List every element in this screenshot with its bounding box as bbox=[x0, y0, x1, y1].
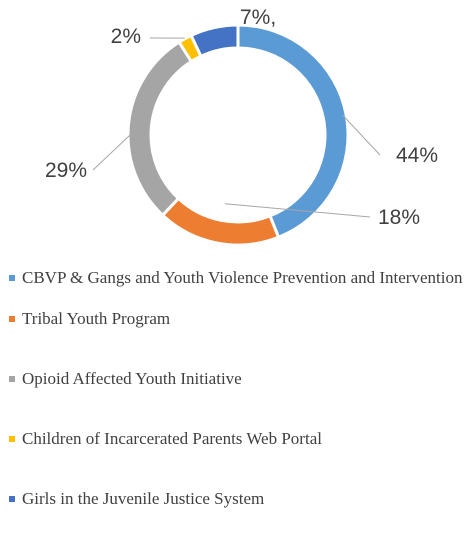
data-labels: 44% 18% 29% 2% 7%, bbox=[45, 6, 438, 229]
data-label-children-of-incarcerated-parents-web-portal: 2% bbox=[111, 25, 141, 48]
legend-marker-tribal-youth bbox=[9, 316, 15, 322]
legend-item-tribal-youth: Tribal Youth Program bbox=[8, 309, 470, 329]
data-label-tribal-youth-program: 18% bbox=[378, 206, 420, 229]
legend-item-girls-juvenile: Girls in the Juvenile Justice System bbox=[8, 489, 470, 509]
slice-tribal-youth-program bbox=[160, 196, 281, 247]
donut-slices bbox=[126, 23, 350, 247]
slice-cbvp-gangs-and-youth-violence-prevention-and-intervention bbox=[236, 23, 350, 240]
legend-label-girls-juvenile: Girls in the Juvenile Justice System bbox=[22, 489, 265, 508]
leader-line-cbvp-gangs-and-youth-violence-prevention-and-intervention bbox=[342, 114, 381, 156]
legend-marker-incarcerated-parents bbox=[9, 436, 15, 442]
data-label-opioid-affected-youth-initiative: 29% bbox=[45, 159, 87, 182]
legend-item-cbvp: CBVP & Gangs and Youth Violence Preventi… bbox=[8, 268, 470, 288]
legend-label-incarcerated-parents: Children of Incarcerated Parents Web Por… bbox=[22, 429, 322, 448]
legend-label-opioid: Opioid Affected Youth Initiative bbox=[22, 369, 242, 388]
leader-lines bbox=[92, 37, 381, 218]
legend-item-incarcerated-parents: Children of Incarcerated Parents Web Por… bbox=[8, 429, 470, 449]
legend-marker-girls-juvenile bbox=[9, 496, 15, 502]
slice-girls-in-the-juvenile-justice-system bbox=[189, 23, 240, 59]
legend-label-cbvp: CBVP & Gangs and Youth Violence Preventi… bbox=[22, 268, 463, 287]
legend-marker-cbvp bbox=[9, 275, 15, 281]
legend-marker-opioid bbox=[9, 376, 15, 382]
leader-line-opioid-affected-youth-initiative bbox=[92, 125, 141, 171]
legend-label-tribal-youth: Tribal Youth Program bbox=[22, 309, 171, 328]
donut-chart: 44% 18% 29% 2% 7%, bbox=[45, 6, 438, 247]
leader-line-tribal-youth-program bbox=[224, 203, 371, 218]
data-label-girls-in-the-juvenile-justice-system: 7%, bbox=[240, 6, 276, 29]
legend-item-opioid: Opioid Affected Youth Initiative bbox=[8, 369, 470, 389]
data-label-cbvp-gangs-and-youth-violence-prevention-and-intervention: 44% bbox=[396, 144, 438, 167]
legend: CBVP & Gangs and Youth Violence Preventi… bbox=[8, 268, 470, 509]
